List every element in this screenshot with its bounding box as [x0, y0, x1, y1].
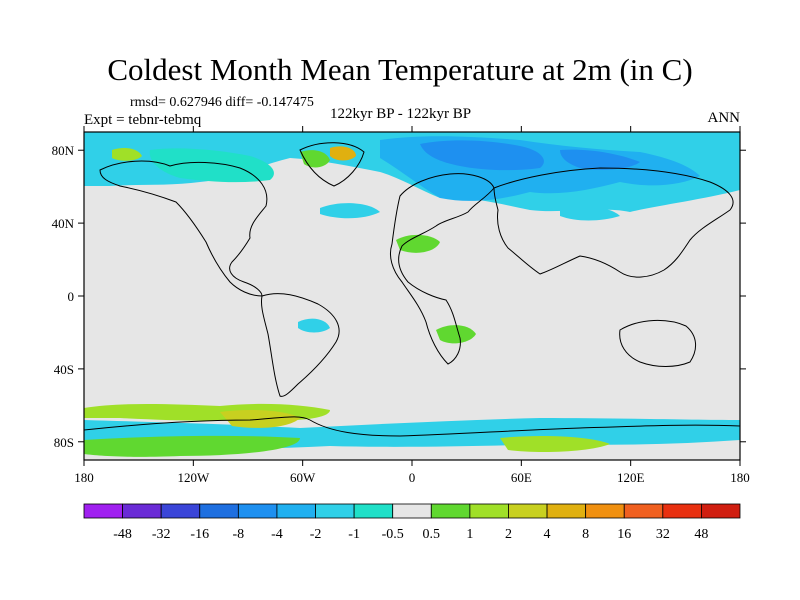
colorbar-label: -2	[310, 527, 322, 542]
canada-anomaly-cyan	[149, 148, 274, 183]
southafrica-anomaly-green	[436, 325, 476, 344]
colorbar-swatch	[353, 503, 394, 519]
colorbar-label: -48	[113, 527, 132, 542]
season-label: ANN	[707, 110, 741, 126]
x-tick-label: 60W	[290, 470, 316, 485]
colorbar: -48 -32 -16 -8 -4 -2 -1 -0.5 0.5 1 2 4 8 16 32 48	[83, 503, 741, 542]
colorbar-swatch	[237, 503, 278, 519]
colorbar-swatch	[83, 503, 123, 519]
colorbar-swatch	[469, 503, 509, 519]
colorbar-label: 4	[544, 527, 551, 542]
colorbar-swatch	[546, 503, 587, 519]
y-tick-label: 80S	[54, 435, 74, 450]
colorbar-label: 2	[505, 527, 512, 542]
eastasia-anomaly-cyan	[560, 206, 620, 221]
colorbar-swatch	[199, 503, 239, 519]
north-america-coast	[99, 160, 268, 297]
siberia-anomaly-blue	[560, 149, 640, 170]
colorbar-label: 16	[617, 527, 631, 542]
colorbar-swatch	[623, 503, 664, 519]
x-tick-label: 0	[409, 470, 416, 485]
colorbar-swatch	[430, 503, 471, 519]
colorbar-swatch	[160, 503, 201, 519]
colorbar-swatch	[585, 503, 625, 519]
alaska-anomaly-green	[112, 148, 142, 161]
antarctica-coast	[84, 416, 740, 437]
y-tick-label: 0	[68, 289, 75, 304]
y-tick-label: 40N	[52, 216, 75, 231]
x-tick-label: 180	[730, 470, 750, 485]
colorbar-swatch	[276, 503, 316, 519]
barents-anomaly-darkblue	[420, 140, 544, 171]
x-tick-label: 180	[74, 470, 94, 485]
colorbar-label: 8	[582, 527, 589, 542]
x-axis-ticks: 180 120W 60W 0 60E 120E 180	[74, 126, 750, 485]
y-axis-ticks: 80N 40N 0 40S 80S	[52, 143, 746, 450]
colorbar-label: 48	[694, 527, 708, 542]
colorbar-label: -4	[271, 527, 283, 542]
colorbar-swatch	[392, 503, 432, 519]
sahara-anomaly-green	[396, 234, 440, 253]
colorbar-label: 0.5	[423, 527, 441, 542]
greenland-coast	[299, 142, 365, 187]
colorbar-swatch	[701, 503, 741, 519]
x-tick-label: 60E	[511, 470, 532, 485]
colorbar-label: -0.5	[382, 527, 404, 542]
asia-coast	[493, 167, 734, 278]
experiment-label: Expt = tebnr-tebmq	[84, 112, 202, 128]
y-tick-label: 80N	[52, 143, 75, 158]
colorbar-swatch	[662, 503, 702, 519]
anomaly-field	[84, 132, 740, 457]
y-tick-label: 40S	[54, 362, 74, 377]
x-tick-label: 120W	[177, 470, 210, 485]
period-label: 122kyr BP - 122kyr BP	[330, 106, 472, 122]
australia-coast	[619, 319, 696, 367]
colorbar-label: -8	[233, 527, 245, 542]
x-tick-label: 120E	[617, 470, 645, 485]
colorbar-label: -16	[190, 527, 209, 542]
colorbar-label: 1	[466, 527, 473, 542]
southatlantic-anomaly-cyan	[298, 318, 330, 333]
colorbar-swatch	[315, 503, 355, 519]
greenland-anomaly-yellow	[330, 146, 356, 161]
europe-africa-coast	[389, 173, 495, 365]
colorbar-label: -1	[348, 527, 360, 542]
map-title: Coldest Month Mean Temperature at 2m (in…	[107, 52, 693, 87]
coastlines	[84, 142, 740, 437]
antarctica-anomaly-green	[84, 435, 300, 457]
eastantarctica-anomaly-green	[500, 436, 610, 452]
colorbar-label: -32	[152, 527, 171, 542]
colorbar-swatch	[122, 503, 162, 519]
rmsd-diff-stats: rmsd= 0.627946 diff= -0.147475	[130, 95, 314, 110]
atlantic-anomaly-cyan	[320, 203, 380, 219]
colorbar-label: 32	[656, 527, 670, 542]
colorbar-swatch	[508, 503, 548, 519]
south-america-coast	[261, 293, 340, 397]
